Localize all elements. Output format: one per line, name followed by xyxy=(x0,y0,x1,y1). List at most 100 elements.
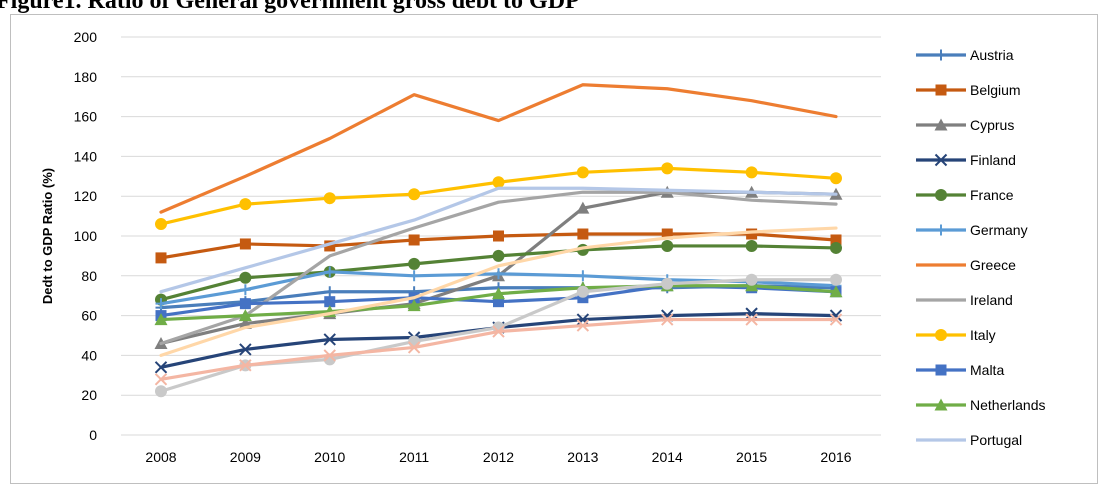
series-unlabeled-14 xyxy=(154,313,843,386)
legend-item-portugal[interactable]: Portugal xyxy=(916,432,1022,448)
legend-label: Belgium xyxy=(970,82,1021,98)
series-ireland xyxy=(159,190,838,346)
x-tick-label: 2013 xyxy=(567,449,598,465)
data-point xyxy=(155,298,167,310)
data-point xyxy=(238,309,252,322)
data-point xyxy=(408,270,420,282)
data-point xyxy=(239,271,252,284)
chart-frame: 0 20 40 60 80 100 120 140 160 180 200 2008 2009 2010 2… xyxy=(10,14,1098,484)
legend-label: Greece xyxy=(970,257,1016,273)
data-point xyxy=(830,241,842,254)
legend-item-italy[interactable]: Italy xyxy=(916,327,996,343)
data-point xyxy=(745,239,758,252)
y-tick-label: 180 xyxy=(74,69,98,85)
data-point xyxy=(408,257,421,270)
y-tick-label: 140 xyxy=(74,148,98,164)
x-tick-label: 2009 xyxy=(230,449,261,465)
data-point xyxy=(745,273,758,286)
data-point xyxy=(323,333,336,346)
axes: 0 20 40 60 80 100 120 140 160 180 200 2008 2009 2010 2… xyxy=(74,29,852,465)
data-point xyxy=(829,285,843,298)
data-point xyxy=(155,218,167,231)
legend-marker xyxy=(935,364,947,376)
legend-label: Ireland xyxy=(970,292,1013,308)
data-point xyxy=(576,319,590,332)
data-point xyxy=(154,313,168,326)
x-tick-label: 2014 xyxy=(652,449,683,465)
data-point xyxy=(493,268,504,280)
legend-marker xyxy=(935,84,947,96)
data-point xyxy=(830,273,842,286)
legend-item-ireland[interactable]: Ireland xyxy=(916,292,1013,308)
data-point xyxy=(154,373,168,386)
data-point xyxy=(745,166,758,179)
legend-label: Germany xyxy=(970,222,1028,238)
data-point xyxy=(324,296,336,308)
legend-item-malta[interactable]: Malta xyxy=(916,362,1004,378)
legend-marker xyxy=(934,153,948,167)
data-point xyxy=(830,234,842,246)
data-point xyxy=(576,201,590,214)
data-point xyxy=(661,277,674,290)
data-point xyxy=(746,228,758,240)
y-tick-label: 160 xyxy=(74,109,98,125)
data-point xyxy=(492,176,505,189)
data-point xyxy=(324,286,336,298)
data-point xyxy=(661,228,673,240)
y-tick-label: 120 xyxy=(74,188,98,204)
series-line xyxy=(159,186,838,294)
data-point xyxy=(323,349,336,362)
legend[interactable]: Austria Belgium Cyprus Finland France Germany… xyxy=(916,47,1046,448)
legend-item-cyprus[interactable]: Cyprus xyxy=(916,117,1014,133)
series-group xyxy=(154,83,843,398)
data-point xyxy=(492,249,505,262)
data-point xyxy=(239,359,252,372)
data-point xyxy=(493,230,504,242)
series-unlabeled-12 xyxy=(159,226,838,357)
legend-item-germany[interactable]: Germany xyxy=(916,222,1028,238)
legend-item-netherlands[interactable]: Netherlands xyxy=(916,397,1046,413)
legend-item-greece[interactable]: Greece xyxy=(916,257,1016,273)
data-point xyxy=(407,341,421,354)
series-line xyxy=(159,226,838,357)
series-line xyxy=(159,190,838,346)
legend-marker xyxy=(935,49,947,61)
data-point xyxy=(577,228,589,240)
data-point xyxy=(324,240,336,252)
legend-label: Italy xyxy=(970,327,996,343)
legend-item-france[interactable]: France xyxy=(916,187,1014,203)
x-tick-label: 2016 xyxy=(820,449,851,465)
legend-label: France xyxy=(970,187,1014,203)
data-point xyxy=(324,266,336,278)
legend-label: Malta xyxy=(970,362,1004,378)
data-point xyxy=(576,166,589,179)
data-point xyxy=(239,284,251,296)
legend-marker xyxy=(934,398,948,411)
y-tick-label: 0 xyxy=(89,427,97,443)
data-point xyxy=(155,252,167,264)
series-france xyxy=(155,239,842,306)
x-tick-label: 2010 xyxy=(314,449,345,465)
legend-item-belgium[interactable]: Belgium xyxy=(916,82,1021,98)
legend-label: Finland xyxy=(970,152,1016,168)
data-point xyxy=(829,313,843,326)
data-point xyxy=(239,238,251,250)
data-point xyxy=(155,385,167,398)
data-point xyxy=(661,162,674,175)
chart-title: Figure1. Ratio of General government gro… xyxy=(0,0,580,14)
legend-item-austria[interactable]: Austria xyxy=(916,47,1014,63)
data-point xyxy=(576,285,589,298)
data-point xyxy=(492,287,505,300)
data-point xyxy=(661,239,674,252)
data-point xyxy=(239,343,252,356)
data-point xyxy=(239,198,252,211)
y-tick-label: 80 xyxy=(81,268,97,284)
legend-marker xyxy=(934,118,948,131)
legend-item-finland[interactable]: Finland xyxy=(916,152,1016,168)
legend-label: Netherlands xyxy=(970,397,1046,413)
legend-marker xyxy=(935,224,947,236)
data-point xyxy=(239,298,251,310)
line-chart: 0 20 40 60 80 100 120 140 160 180 200 2008 2009 2010 2… xyxy=(40,29,1046,465)
series-italy xyxy=(155,162,842,231)
series-greece xyxy=(159,83,838,214)
